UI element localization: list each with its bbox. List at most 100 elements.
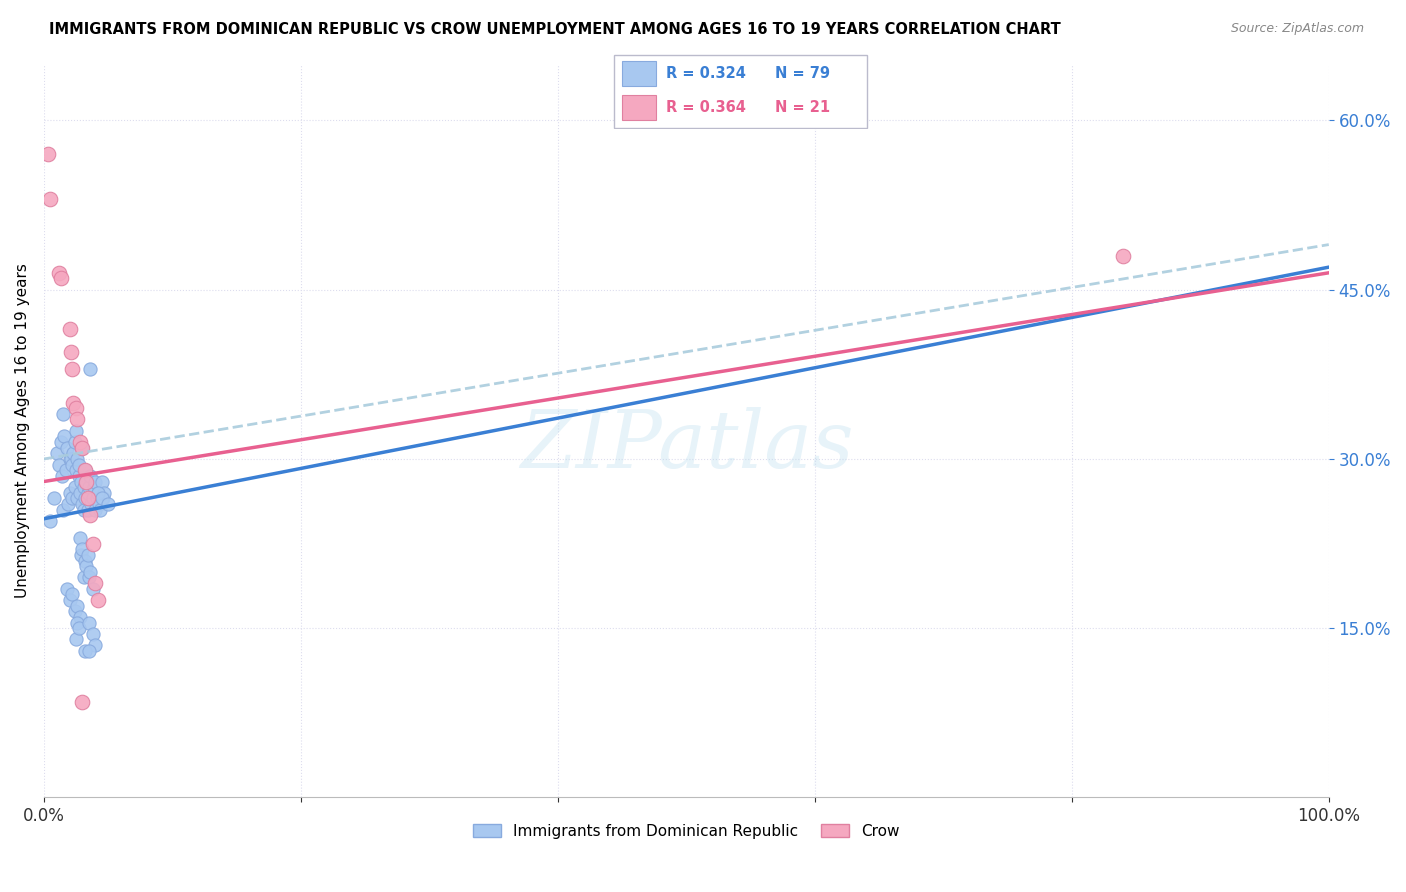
Point: [58, 593, 80, 607]
Point: [60, 587, 83, 601]
Point: [77, 615, 100, 630]
Point: [75, 475, 97, 489]
Legend: Immigrants from Dominican Republic, Crow: Immigrants from Dominican Republic, Crow: [467, 818, 905, 845]
Point: [89, 497, 111, 511]
Text: N = 79: N = 79: [776, 66, 831, 81]
Point: [73, 502, 96, 516]
Point: [44, 491, 66, 506]
Point: [58, 485, 80, 500]
Text: R = 0.364: R = 0.364: [666, 100, 747, 115]
Point: [59, 344, 82, 359]
Text: Source: ZipAtlas.com: Source: ZipAtlas.com: [1230, 22, 1364, 36]
Point: [67, 458, 90, 472]
Point: [37, 147, 59, 161]
Point: [51, 469, 73, 483]
Point: [66, 491, 89, 506]
Point: [67, 621, 90, 635]
Point: [75, 475, 97, 489]
Point: [91, 491, 114, 506]
Point: [82, 536, 104, 550]
Point: [60, 361, 83, 376]
Point: [87, 485, 110, 500]
Point: [72, 441, 94, 455]
Point: [90, 475, 112, 489]
Point: [87, 485, 110, 500]
Point: [65, 424, 87, 438]
Point: [73, 491, 96, 506]
Point: [73, 553, 96, 567]
FancyBboxPatch shape: [621, 95, 655, 120]
Text: IMMIGRANTS FROM DOMINICAN REPUBLIC VS CROW UNEMPLOYMENT AMONG AGES 16 TO 19 YEAR: IMMIGRANTS FROM DOMINICAN REPUBLIC VS CR…: [49, 22, 1062, 37]
Point: [70, 475, 93, 489]
Point: [79, 508, 101, 523]
Point: [62, 446, 84, 460]
Point: [76, 548, 98, 562]
Point: [53, 429, 76, 443]
Point: [63, 604, 86, 618]
Point: [48, 266, 70, 280]
Point: [45, 446, 67, 460]
Point: [69, 435, 91, 450]
Point: [93, 485, 115, 500]
Point: [82, 491, 104, 506]
Point: [48, 458, 70, 472]
Point: [66, 599, 89, 613]
Point: [56, 441, 79, 455]
Point: [79, 361, 101, 376]
Point: [77, 480, 100, 494]
Point: [72, 542, 94, 557]
Point: [84, 576, 107, 591]
Point: [69, 531, 91, 545]
Point: [84, 475, 107, 489]
Text: ZIPatlas: ZIPatlas: [520, 407, 853, 484]
Point: [58, 322, 80, 336]
Point: [60, 491, 83, 506]
Point: [83, 480, 105, 494]
Point: [76, 502, 98, 516]
Point: [72, 441, 94, 455]
Point: [72, 497, 94, 511]
Point: [69, 485, 91, 500]
Point: [89, 502, 111, 516]
Point: [59, 452, 82, 467]
Y-axis label: Unemployment Among Ages 16 to 19 years: Unemployment Among Ages 16 to 19 years: [15, 263, 30, 599]
Point: [65, 401, 87, 416]
Point: [1112, 249, 1135, 263]
Point: [84, 638, 107, 652]
Point: [60, 458, 83, 472]
Point: [73, 644, 96, 658]
FancyBboxPatch shape: [621, 62, 655, 87]
Point: [75, 559, 97, 574]
Point: [58, 497, 80, 511]
Point: [73, 570, 96, 584]
Point: [70, 548, 93, 562]
Point: [49, 271, 72, 285]
Point: [49, 435, 72, 450]
Point: [77, 644, 100, 658]
FancyBboxPatch shape: [614, 55, 866, 128]
Point: [97, 497, 120, 511]
Point: [52, 502, 75, 516]
Point: [39, 514, 62, 528]
Point: [67, 469, 90, 483]
Point: [66, 615, 89, 630]
Point: [63, 435, 86, 450]
Point: [76, 491, 98, 506]
Point: [73, 463, 96, 477]
Point: [58, 452, 80, 467]
Point: [66, 452, 89, 467]
Point: [55, 463, 77, 477]
Point: [82, 627, 104, 641]
Point: [76, 485, 98, 500]
Point: [66, 412, 89, 426]
Point: [65, 463, 87, 477]
Point: [65, 632, 87, 647]
Point: [86, 491, 108, 506]
Point: [80, 497, 103, 511]
Point: [62, 395, 84, 409]
Point: [69, 610, 91, 624]
Point: [79, 469, 101, 483]
Point: [90, 491, 112, 506]
Point: [73, 480, 96, 494]
Point: [39, 193, 62, 207]
